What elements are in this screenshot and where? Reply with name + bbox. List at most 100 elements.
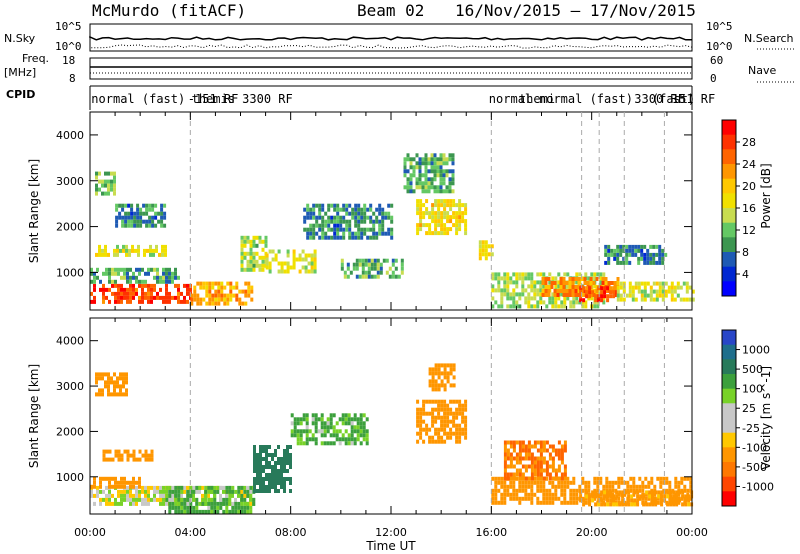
echo-cell [369, 203, 373, 208]
echo-cell [177, 291, 180, 296]
echo-cell [283, 261, 287, 266]
echo-cell [217, 281, 221, 286]
echo-cell [318, 211, 322, 216]
echo-cell [539, 284, 543, 289]
colorbar-swatch [722, 222, 736, 238]
echo-cell [373, 258, 377, 263]
echo-cell [640, 248, 644, 253]
echo-cell [225, 505, 229, 510]
echo-cell [600, 490, 604, 495]
echo-cell [548, 300, 552, 305]
echo-cell [433, 173, 437, 178]
echo-cell [238, 297, 242, 302]
echo-cell [443, 231, 447, 236]
colorbar-tick-label: 1000 [742, 344, 770, 357]
echo-cell [638, 488, 642, 493]
echo-cell [666, 494, 670, 499]
echo-cell [572, 296, 576, 301]
echo-cell [123, 480, 126, 485]
echo-cell [160, 219, 164, 224]
echo-cell [464, 415, 468, 420]
echo-cell [304, 257, 308, 262]
echo-cell [494, 496, 498, 501]
echo-cell [122, 384, 125, 389]
echo-cell [150, 299, 153, 304]
x-tick-label: 16:00 [475, 526, 507, 539]
echo-cell [189, 287, 192, 292]
echo-cell [125, 252, 128, 257]
echo-cell [243, 505, 247, 510]
echo-cell [174, 283, 177, 288]
echo-cell [298, 269, 302, 274]
echo-cell [240, 489, 243, 494]
echo-cell [560, 460, 564, 465]
echo-cell [619, 244, 623, 249]
echo-cell [536, 292, 540, 297]
echo-cell [419, 223, 423, 228]
echo-cell [557, 284, 561, 289]
echo-cell [361, 262, 365, 267]
echo-cell [515, 488, 519, 493]
echo-cell [458, 215, 462, 220]
echo-cell [416, 431, 420, 436]
echo-cell [458, 439, 462, 444]
echo-cell [320, 441, 324, 446]
echo-cell [443, 411, 447, 416]
echo-cell [320, 417, 324, 422]
echo-cell [93, 299, 96, 304]
echo-cell [274, 473, 277, 477]
echo-cell [678, 490, 682, 495]
echo-cell [339, 215, 343, 220]
echo-cell [421, 185, 425, 190]
echo-cell [311, 437, 315, 442]
echo-cell [545, 464, 549, 469]
echo-cell [506, 272, 510, 277]
echo-cell [329, 421, 333, 426]
echo-cell [125, 372, 128, 377]
echo-cell [604, 252, 608, 257]
echo-cell [572, 496, 576, 501]
echo-cell [593, 276, 597, 281]
echo-cell [409, 161, 413, 166]
echo-cell [431, 219, 435, 224]
echo-cell [434, 363, 438, 368]
echo-cell [428, 427, 432, 432]
echo-cell [309, 235, 313, 240]
echo-cell [563, 444, 567, 449]
echo-cell [391, 262, 395, 267]
echo-cell [662, 476, 666, 481]
echo-cell [428, 231, 432, 236]
echo-cell [581, 480, 585, 485]
echo-cell [364, 258, 368, 263]
echo-cell [649, 252, 653, 257]
echo-cell [240, 485, 244, 490]
echo-cell [105, 457, 109, 462]
echo-cell [240, 235, 244, 240]
echo-cell [616, 260, 620, 265]
echo-cell [577, 293, 581, 297]
echo-cell [566, 500, 570, 505]
echo-cell [551, 464, 555, 469]
echo-cell [198, 509, 202, 514]
echo-cell [616, 252, 620, 257]
x-tick-label: 12:00 [375, 526, 407, 539]
echo-cell [604, 260, 608, 265]
echo-cell [280, 477, 283, 481]
echo-cell [430, 181, 434, 186]
echo-cell [443, 387, 447, 392]
echo-cell [560, 480, 564, 485]
echo-cell [192, 505, 196, 510]
station-title: McMurdo (fitACF) [92, 1, 246, 20]
echo-cell [253, 481, 256, 485]
echo-cell [141, 295, 144, 300]
echo-cell [90, 484, 93, 489]
echo-cell [366, 215, 370, 220]
echo-cell [126, 493, 129, 498]
echo-cell [240, 509, 244, 514]
echo-cell [324, 211, 328, 216]
nave-tick-high: 60 [710, 54, 723, 67]
echo-cell [98, 179, 101, 184]
echo-cell [612, 294, 616, 299]
echo-cell [117, 453, 121, 458]
echo-cell [155, 248, 158, 253]
